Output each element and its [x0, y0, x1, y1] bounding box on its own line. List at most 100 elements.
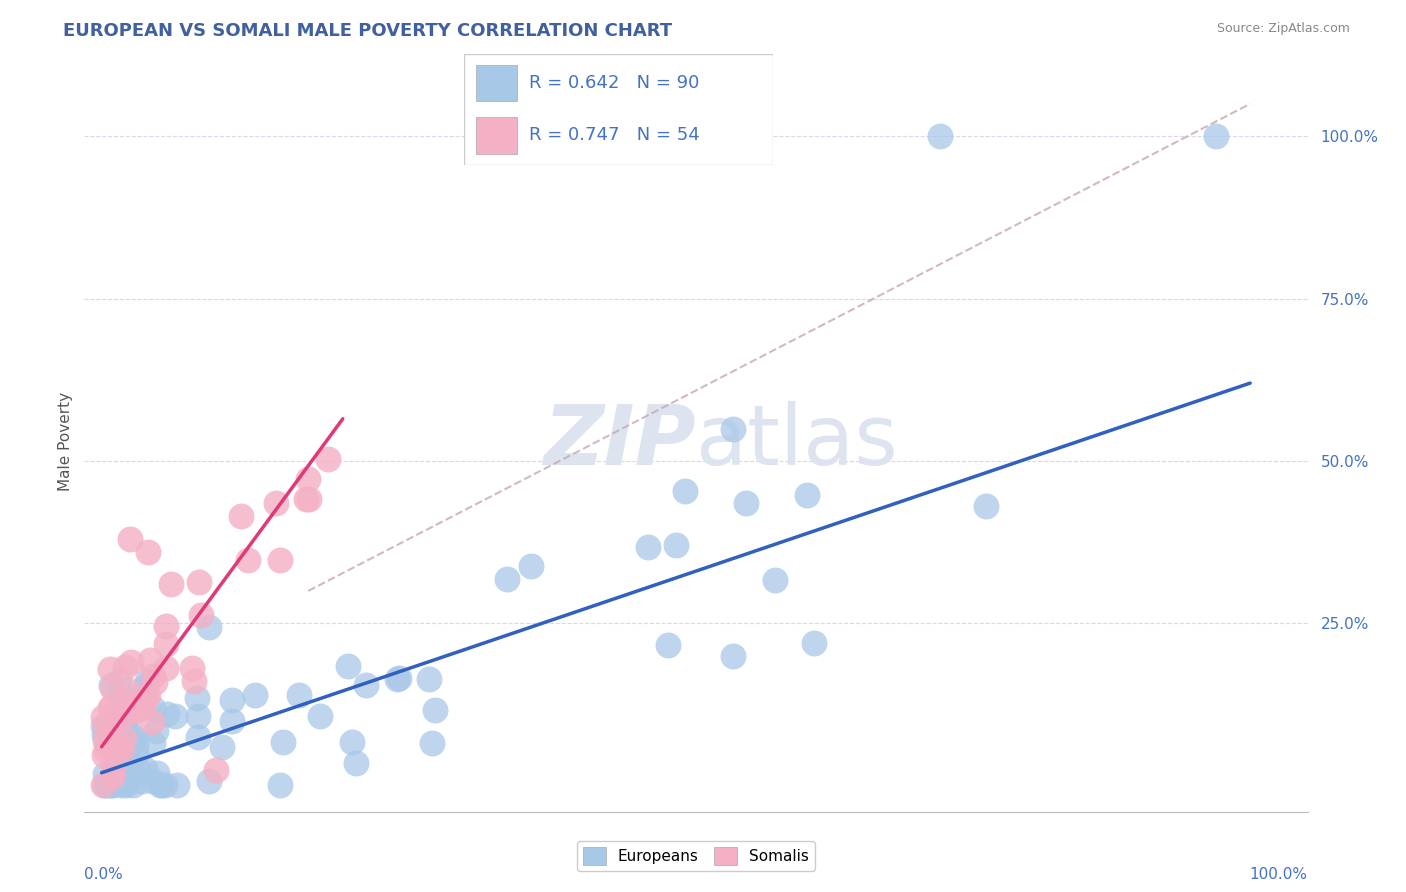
Point — [159, 577, 181, 591]
Point — [142, 701, 165, 715]
Point — [198, 773, 221, 788]
Point — [138, 688, 160, 702]
Point — [111, 756, 134, 770]
Point — [187, 708, 209, 723]
Point — [238, 553, 260, 567]
Point — [115, 743, 138, 757]
Point — [98, 700, 121, 714]
Point — [91, 778, 114, 792]
Point — [163, 708, 186, 723]
Point — [763, 573, 786, 587]
Point — [803, 636, 825, 650]
Point — [142, 736, 165, 750]
Point — [100, 778, 122, 792]
Text: EUROPEAN VS SOMALI MALE POVERTY CORRELATION CHART: EUROPEAN VS SOMALI MALE POVERTY CORRELAT… — [63, 22, 672, 40]
Point — [112, 775, 135, 789]
Point — [114, 722, 136, 736]
Point — [103, 769, 125, 783]
Point — [108, 778, 131, 792]
Point — [131, 773, 153, 788]
Point — [520, 558, 543, 573]
Point — [117, 737, 139, 751]
Point — [205, 763, 228, 777]
Point — [340, 735, 363, 749]
Point — [98, 734, 121, 748]
Point — [221, 714, 243, 729]
Text: 100.0%: 100.0% — [1250, 867, 1308, 882]
Point — [120, 765, 142, 780]
Text: R = 0.747   N = 54: R = 0.747 N = 54 — [529, 127, 700, 145]
Point — [187, 730, 209, 744]
Point — [183, 673, 205, 688]
Point — [120, 727, 142, 741]
Point — [269, 553, 291, 567]
Point — [101, 724, 124, 739]
Point — [118, 690, 141, 705]
Point — [287, 689, 309, 703]
Point — [186, 691, 208, 706]
Point — [111, 741, 134, 756]
Point — [166, 778, 188, 792]
Text: atlas: atlas — [696, 401, 897, 482]
Point — [1205, 129, 1227, 144]
Point — [91, 719, 114, 733]
Point — [108, 739, 131, 753]
Point — [243, 689, 266, 703]
Point — [141, 774, 163, 789]
Point — [229, 508, 252, 523]
Point — [673, 483, 696, 498]
Point — [425, 702, 447, 716]
Point — [723, 648, 745, 663]
Point — [105, 746, 128, 760]
Point — [156, 706, 179, 721]
Point — [354, 678, 377, 692]
Point — [135, 690, 157, 705]
Point — [114, 754, 136, 768]
Point — [134, 763, 156, 777]
Point — [974, 500, 997, 514]
Point — [120, 656, 142, 670]
Point — [153, 778, 176, 792]
Point — [316, 451, 339, 466]
Point — [141, 714, 163, 729]
Point — [145, 674, 167, 689]
Point — [142, 668, 165, 682]
Point — [105, 739, 128, 754]
Point — [101, 778, 124, 792]
Point — [125, 738, 148, 752]
Point — [125, 747, 148, 761]
Point — [155, 660, 177, 674]
Point — [124, 704, 146, 718]
FancyBboxPatch shape — [477, 65, 516, 102]
Point — [198, 620, 221, 634]
Point — [152, 778, 174, 792]
Point — [108, 673, 131, 688]
Point — [100, 700, 122, 714]
Point — [107, 740, 129, 755]
Point — [124, 703, 146, 717]
Point — [796, 488, 818, 502]
Point — [101, 763, 124, 777]
Text: R = 0.642   N = 90: R = 0.642 N = 90 — [529, 74, 699, 92]
FancyBboxPatch shape — [477, 117, 516, 154]
Point — [188, 574, 211, 589]
Point — [122, 731, 145, 746]
Point — [91, 709, 114, 723]
Point — [149, 778, 172, 792]
Point — [637, 540, 659, 554]
Point — [120, 696, 142, 710]
Point — [336, 658, 359, 673]
Point — [101, 681, 124, 696]
Point — [112, 708, 135, 723]
Point — [344, 756, 367, 771]
Point — [100, 678, 122, 692]
Point — [136, 545, 159, 559]
Point — [422, 736, 444, 750]
Point — [94, 743, 117, 757]
Point — [211, 739, 233, 754]
Point — [117, 682, 139, 697]
Text: ZIP: ZIP — [543, 401, 696, 482]
Point — [103, 774, 125, 789]
Point — [112, 731, 135, 745]
Point — [136, 674, 159, 689]
